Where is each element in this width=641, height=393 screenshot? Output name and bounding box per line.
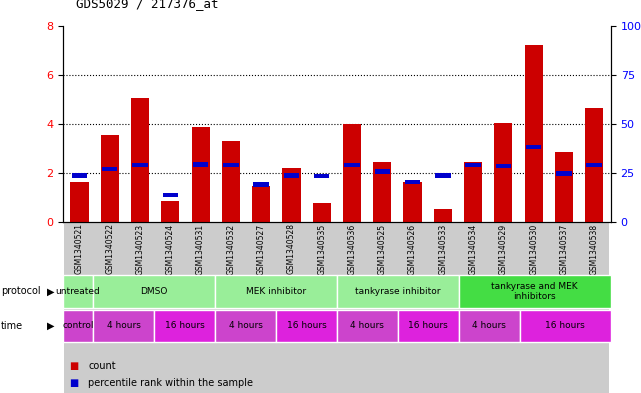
Bar [524, 45, 543, 222]
Bar [435, 173, 451, 178]
Bar [284, 173, 299, 178]
Bar [428, 222, 458, 393]
Bar [132, 163, 148, 167]
Bar [102, 167, 117, 171]
Bar [162, 201, 179, 222]
Bar [458, 222, 488, 393]
Text: count: count [88, 361, 116, 371]
Text: ▶: ▶ [47, 321, 54, 331]
Bar [101, 135, 119, 222]
Bar [434, 209, 452, 222]
Bar [313, 203, 331, 222]
Text: ▶: ▶ [47, 286, 54, 296]
Bar [223, 163, 238, 167]
Bar [488, 222, 519, 393]
Bar [155, 222, 185, 393]
Bar [526, 145, 542, 149]
Text: protocol: protocol [1, 286, 40, 296]
Bar [579, 222, 610, 393]
Bar [403, 182, 422, 222]
Bar [373, 162, 392, 222]
Bar [131, 98, 149, 222]
Bar [253, 182, 269, 187]
Bar [587, 163, 602, 167]
Text: time: time [1, 321, 23, 331]
Bar [71, 182, 88, 222]
Text: 4 hours: 4 hours [229, 321, 262, 331]
Text: 16 hours: 16 hours [408, 321, 448, 331]
Bar [282, 169, 301, 222]
Text: 16 hours: 16 hours [287, 321, 326, 331]
Bar [549, 222, 579, 393]
Bar [555, 152, 573, 222]
Text: tankyrase and MEK
inhibitors: tankyrase and MEK inhibitors [492, 282, 578, 301]
Text: MEK inhibitor: MEK inhibitor [246, 287, 306, 296]
Bar [125, 222, 155, 393]
Bar [216, 222, 246, 393]
Text: ■: ■ [69, 361, 78, 371]
Bar [193, 162, 208, 167]
Text: DMSO: DMSO [140, 287, 168, 296]
Text: 4 hours: 4 hours [107, 321, 140, 331]
Bar [72, 173, 87, 178]
Bar [306, 222, 337, 393]
Bar [314, 174, 329, 178]
Bar [465, 163, 481, 167]
Text: GDS5029 / 217376_at: GDS5029 / 217376_at [76, 0, 218, 10]
Bar [556, 171, 572, 176]
Bar [343, 124, 361, 222]
Bar [64, 222, 95, 393]
Text: ■: ■ [69, 378, 78, 389]
Bar [163, 193, 178, 197]
Bar [367, 222, 397, 393]
Text: 4 hours: 4 hours [351, 321, 384, 331]
Text: percentile rank within the sample: percentile rank within the sample [88, 378, 253, 389]
Bar [344, 163, 360, 167]
Bar [374, 169, 390, 174]
Bar [246, 222, 276, 393]
Bar [222, 141, 240, 222]
Text: 16 hours: 16 hours [165, 321, 204, 331]
Bar [397, 222, 428, 393]
Bar [405, 180, 420, 184]
Bar [585, 108, 603, 222]
Text: control: control [62, 321, 94, 331]
Text: 4 hours: 4 hours [472, 321, 506, 331]
Bar [337, 222, 367, 393]
Text: 16 hours: 16 hours [545, 321, 585, 331]
Bar [495, 164, 511, 168]
Bar [464, 162, 482, 222]
Bar [185, 222, 216, 393]
Bar [494, 123, 512, 222]
Bar [519, 222, 549, 393]
Text: untreated: untreated [56, 287, 101, 296]
Bar [276, 222, 306, 393]
Bar [95, 222, 125, 393]
Bar [192, 127, 210, 222]
Text: tankyrase inhibitor: tankyrase inhibitor [355, 287, 440, 296]
Bar [252, 185, 271, 222]
